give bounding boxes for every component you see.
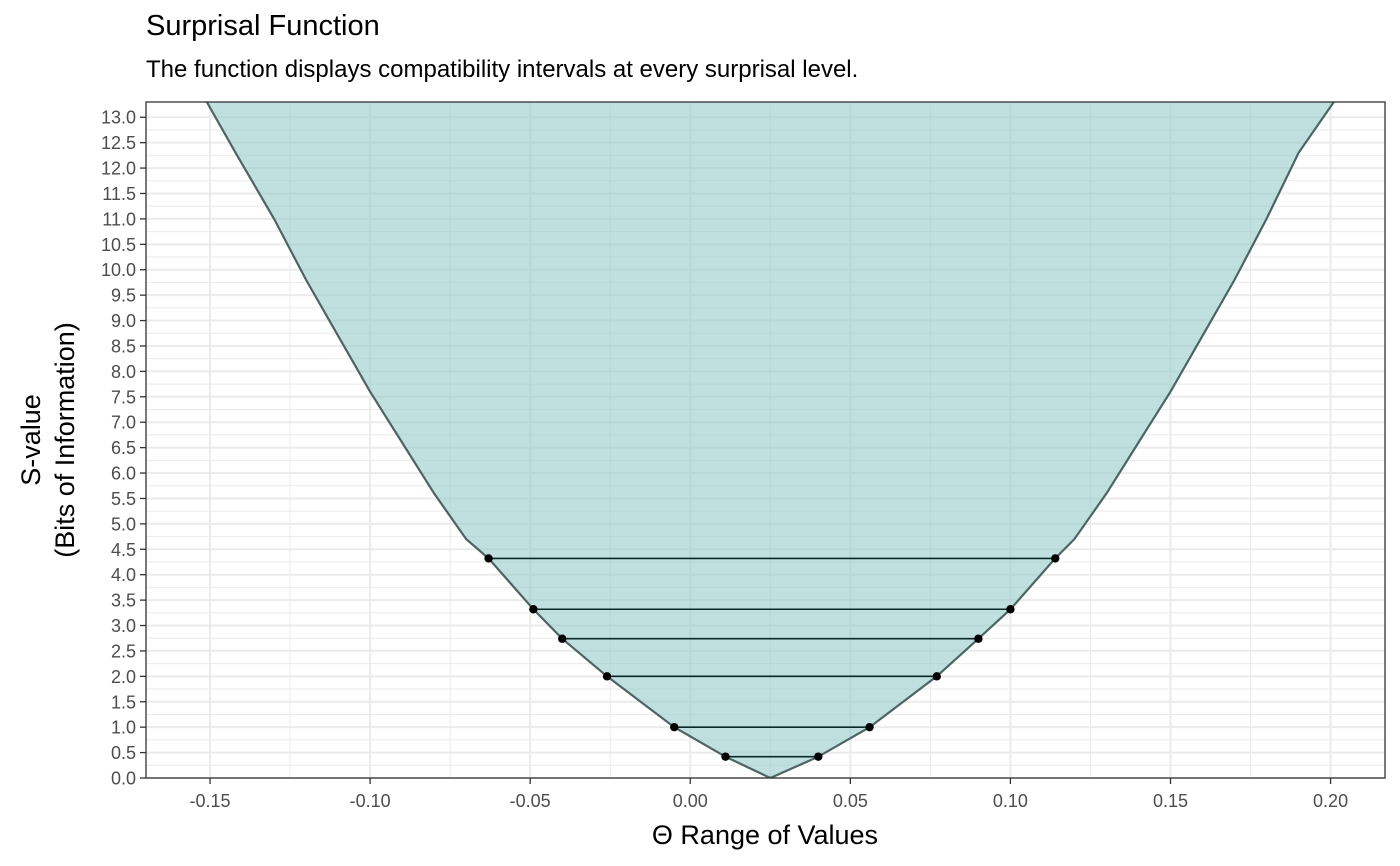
compatibility-area: [206, 102, 1334, 778]
interval-lower-point: [484, 554, 493, 563]
y-tick-label: 12.5: [101, 133, 136, 153]
y-tick-label: 9.0: [111, 311, 136, 331]
y-tick-label: 10.0: [101, 260, 136, 280]
interval-lower-point: [721, 752, 730, 761]
chart-subtitle: The function displays compatibility inte…: [146, 56, 859, 83]
interval-lower-point: [602, 672, 612, 681]
y-tick-label: 4.5: [111, 540, 136, 560]
x-tick-label: 0.00: [673, 791, 708, 811]
interval-upper-point: [932, 672, 941, 681]
y-tick-label: 8.0: [111, 362, 136, 382]
interval-lower-point: [558, 634, 567, 643]
y-tick-label: 10.5: [101, 235, 136, 255]
x-tick-label: -0.15: [190, 791, 231, 811]
interval-upper-point: [974, 634, 983, 643]
y-tick-label: 1.5: [111, 692, 136, 712]
interval-upper-point: [865, 722, 874, 732]
chart-title: Surprisal Function: [146, 10, 380, 42]
y-tick-label: 2.0: [111, 667, 136, 687]
frame-layer: [145, 101, 1386, 779]
x-axis: -0.15 -0.10 -0.05 0.00 0.05 0.10 0.15 0.20: [190, 778, 1348, 811]
y-tick-label: 5.0: [111, 514, 136, 534]
y-tick-label: 6.5: [111, 438, 136, 458]
interval-upper-point: [814, 752, 823, 761]
y-tick-label: 8.5: [111, 336, 136, 356]
y-tick-label: 1.0: [111, 718, 136, 738]
y-axis-label-line-2: (Bits of Information): [50, 322, 80, 558]
y-tick-label: 3.0: [111, 616, 136, 636]
y-tick-label: 13.0: [101, 108, 136, 128]
y-tick-label: 11.0: [102, 209, 136, 229]
interval-lower-point: [529, 605, 538, 614]
x-tick-label: 0.05: [833, 791, 868, 811]
y-tick-label: 2.5: [111, 641, 136, 661]
x-tick-label: -0.05: [510, 791, 551, 811]
y-tick-label: 5.5: [111, 489, 136, 509]
y-tick-label: 0.0: [111, 769, 136, 789]
x-tick-label: 0.10: [993, 791, 1028, 811]
y-tick-label: 7.0: [111, 413, 136, 433]
y-tick-label: 6.0: [111, 464, 136, 484]
interval-upper-point: [1051, 554, 1060, 563]
y-tick-label: 7.5: [111, 387, 136, 407]
panel-border: [145, 101, 1386, 779]
interval-upper-point: [1006, 605, 1015, 614]
y-tick-label: 9.5: [111, 286, 136, 306]
y-tick-label: 11.5: [102, 184, 136, 204]
interval-layer: [484, 554, 1060, 761]
x-tick-label: 0.15: [1153, 791, 1188, 811]
surprisal-curve: [205, 102, 1335, 778]
area-layer: [205, 102, 1335, 778]
x-axis-label: Θ Range of Values: [652, 820, 878, 850]
y-axis-label-line-1: S-value: [16, 394, 46, 486]
x-tick-label: -0.10: [350, 791, 391, 811]
interval-lower-point: [670, 722, 679, 732]
y-tick-label: 3.5: [111, 591, 136, 611]
y-tick-label: 12.0: [101, 159, 136, 179]
y-tick-label: 4.0: [111, 565, 136, 585]
y-tick-label: 0.5: [111, 743, 136, 763]
x-tick-label: 0.20: [1313, 791, 1348, 811]
y-axis: 0.0 0.5 1.0 1.5 2.0 2.5 3.0 3.5 4.0 4.5 5.0 5.5 6.0 6…: [101, 108, 146, 789]
